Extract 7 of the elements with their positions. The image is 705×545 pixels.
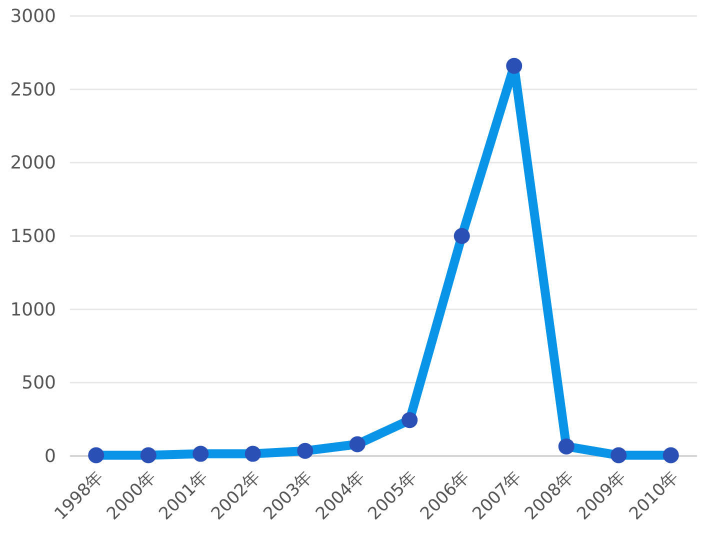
y-tick-label: 1500 (10, 226, 56, 247)
y-tick-label: 1000 (10, 299, 56, 320)
y-tick-label: 500 (22, 372, 56, 394)
y-tick-label: 2000 (10, 152, 56, 174)
y-tick-label: 0 (44, 446, 56, 467)
y-tick-label: 2500 (10, 79, 56, 100)
y-tick-label: 3000 (10, 6, 56, 27)
